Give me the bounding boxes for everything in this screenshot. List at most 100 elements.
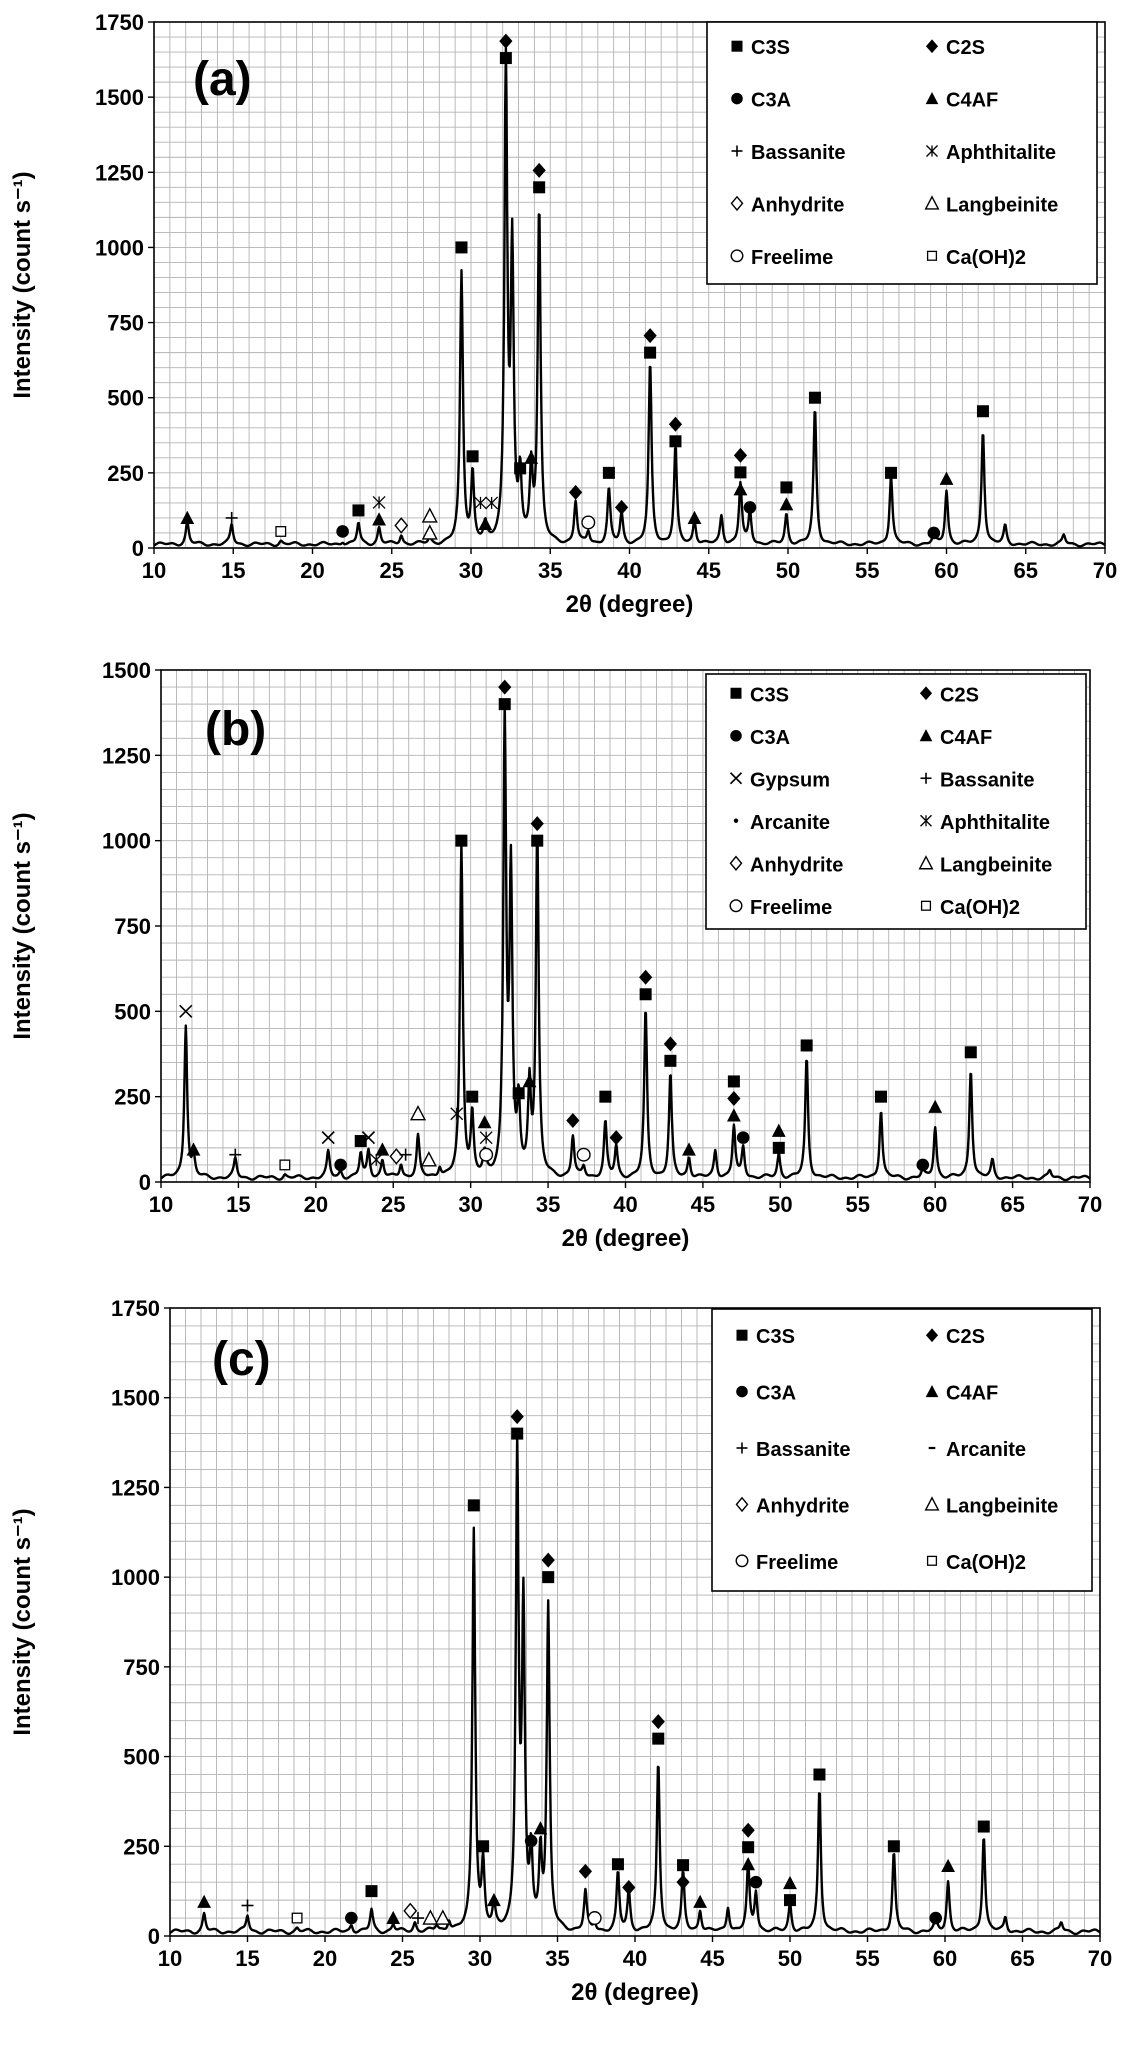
annotation-circle-marker (345, 1911, 358, 1925)
legend-entry-label: C4AF (946, 1383, 998, 1405)
annotation-plus-marker (399, 1148, 412, 1161)
phase-annotations (179, 679, 977, 1172)
legend-entry-label: Ca(OH)2 (946, 1552, 1026, 1574)
y-axis-label: Intensity (count s⁻¹) (9, 812, 36, 1039)
x-tick-label: 30 (458, 1192, 482, 1217)
annotation-diamond-marker (609, 1130, 623, 1146)
annotation-square-marker (352, 504, 365, 517)
annotation-open-diamond-marker (394, 517, 409, 534)
x-tick-label: 30 (468, 1946, 492, 1971)
x-axis-label: 2θ (degree) (571, 1979, 699, 2006)
annotation-asterisk-marker (369, 1153, 383, 1167)
annotation-square-marker (808, 391, 821, 404)
annotation-triangle-marker (779, 497, 794, 511)
annotation-square-marker (365, 1885, 378, 1898)
legend: C3S C2S C3A C4AF Gypsum Bassanite Arcanite Apht… (705, 673, 1087, 930)
x-tick-label: 25 (381, 1192, 405, 1217)
y-tick-label: 1250 (95, 160, 144, 185)
xrd-panel-2: 10 15 20 25 30 35 40 45 50 55 60 65 70 0 250 500 750 1000… (9, 658, 1102, 1252)
annotation-open-circle-marker (587, 1911, 602, 1926)
annotation-square-marker (734, 466, 747, 479)
annotation-square-marker (669, 435, 682, 448)
legend-entry-label: C3S (756, 1326, 795, 1348)
x-tick-label: 40 (613, 1192, 637, 1217)
x-tick-label: 70 (1088, 1946, 1112, 1971)
annotation-open-triangle-marker (422, 1909, 439, 1925)
annotation-triangle-marker (487, 1892, 501, 1907)
y-tick-label: 1000 (102, 829, 151, 854)
y-tick-label: 0 (139, 1170, 151, 1195)
annotation-asterisk-marker (479, 1131, 493, 1145)
annotation-triangle-marker (941, 1858, 955, 1873)
annotation-square-marker (885, 466, 898, 479)
x-tick-label: 50 (778, 1946, 802, 1971)
annotation-diamond-marker (541, 1552, 555, 1568)
legend-entry-label: Freelime (756, 1552, 838, 1574)
legend-entry-label: Langbeinite (946, 1495, 1058, 1517)
legend-entry-label: Bassanite (751, 142, 846, 164)
annotation-square-marker (727, 1075, 740, 1088)
annotation-square-marker (964, 1046, 977, 1059)
y-tick-label: 1500 (102, 658, 151, 683)
legend-entry-label: Aphthitalite (946, 142, 1056, 164)
annotation-square-marker (772, 1141, 785, 1154)
x-tick-label: 20 (300, 558, 324, 583)
x-tick-label: 15 (235, 1946, 259, 1971)
y-tick-label: 1000 (111, 1565, 160, 1590)
y-tick-label: 1250 (102, 743, 151, 768)
annotation-square-marker (542, 1571, 555, 1584)
x-tick-label: 50 (768, 1192, 792, 1217)
legend-square-marker (731, 40, 743, 52)
annotation-plus-marker (225, 511, 238, 524)
legend-triangle-marker (925, 92, 939, 105)
legend-open-triangle-marker (918, 855, 934, 870)
legend-open-triangle-marker (924, 195, 940, 210)
annotation-diamond-marker (566, 1113, 580, 1129)
annotation-open-triangle-marker (409, 1105, 427, 1121)
annotation-triangle-marker (733, 482, 748, 496)
annotation-square-marker (499, 52, 512, 65)
legend-open-square-marker (920, 900, 932, 911)
legend-circle-marker (731, 92, 743, 105)
x-tick-label: 65 (1014, 558, 1038, 583)
annotation-triangle-marker (186, 1142, 201, 1156)
annotation-square-marker (477, 1840, 490, 1853)
panel-label: (b) (205, 703, 266, 756)
x-tick-label: 40 (617, 558, 641, 583)
phase-annotations (197, 1409, 990, 1926)
legend-plus-marker (731, 145, 743, 157)
annotation-triangle-marker (477, 1115, 492, 1129)
x-tick-label: 55 (855, 558, 879, 583)
y-tick-label: 750 (114, 914, 151, 939)
x-tick-label: 55 (855, 1946, 879, 1971)
y-tick-label: 1500 (111, 1386, 160, 1411)
annotation-square-marker (874, 1090, 887, 1103)
x-tick-label: 60 (934, 558, 958, 583)
legend-open-square-marker (926, 250, 938, 261)
x-tick-label: 65 (1010, 1946, 1034, 1971)
legend-entry-label: Freelime (750, 897, 832, 919)
annotation-diamond-marker (498, 679, 512, 695)
legend: C3S C2S C3A C4AF Bassanite Aphthitalite Anhydr… (706, 21, 1098, 285)
annotation-square-marker (467, 1499, 480, 1512)
legend-dot-marker (733, 818, 739, 823)
annotation-diamond-marker (614, 499, 629, 515)
annotation-open-triangle-marker (421, 507, 438, 523)
annotation-square-marker (639, 988, 652, 1001)
x-tick-label: 25 (390, 1946, 414, 1971)
annotation-diamond-marker (741, 1822, 755, 1838)
annotation-triangle-marker (522, 1074, 537, 1088)
y-tick-label: 500 (114, 999, 151, 1024)
annotation-diamond-marker (532, 162, 546, 178)
annotation-triangle-marker (726, 1108, 741, 1122)
annotation-diamond-marker (510, 1409, 524, 1425)
x-tick-label: 35 (538, 558, 562, 583)
y-axis-label: Intensity (count s⁻¹) (9, 1508, 36, 1735)
x-tick-label: 10 (142, 558, 166, 583)
legend-plus-marker (736, 1442, 748, 1454)
x-tick-label: 45 (697, 558, 721, 583)
annotation-square-marker (455, 834, 468, 847)
legend-entry-label: Arcanite (750, 812, 830, 834)
x-tick-label: 15 (221, 558, 245, 583)
